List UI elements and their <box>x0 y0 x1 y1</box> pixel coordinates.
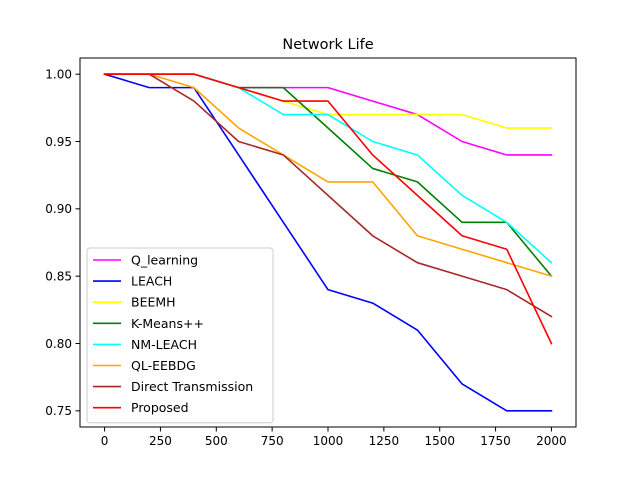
series-layer <box>103 73 553 412</box>
legend-label: BEEMH <box>131 295 176 310</box>
x-tick-label: 750 <box>261 434 284 448</box>
x-tick-label: 1750 <box>480 434 511 448</box>
y-axis: 0.75 0.80 0.85 0.90 0.95 1.00 <box>45 67 80 418</box>
y-tick-label: 0.75 <box>45 404 72 418</box>
y-tick-label: 0.85 <box>45 269 72 283</box>
x-tick-label: 1000 <box>313 434 344 448</box>
legend-label: NM-LEACH <box>131 337 197 352</box>
series-line-proposed <box>103 73 553 345</box>
x-axis: 0 250 500 750 1000 1250 1500 1750 2000 <box>101 427 567 448</box>
y-tick-label: 0.95 <box>45 135 72 149</box>
y-tick-label: 1.00 <box>45 67 72 81</box>
legend-label: QL-EEBDG <box>131 358 196 373</box>
legend-label: Direct Transmission <box>131 379 253 394</box>
series-line-leach <box>103 73 553 412</box>
x-tick-label: 250 <box>149 434 172 448</box>
legend: Q_learning LEACH BEEMH K-Means++ NM-LEACH QL-… <box>86 247 274 424</box>
chart-title: Network Life <box>282 37 373 53</box>
x-tick-label: 1250 <box>369 434 400 448</box>
x-tick-label: 1500 <box>424 434 455 448</box>
legend-label: K-Means++ <box>131 316 204 331</box>
legend-box <box>86 247 274 424</box>
x-tick-label: 500 <box>205 434 228 448</box>
x-tick-label: 2000 <box>536 434 567 448</box>
legend-label: Q_learning <box>131 253 198 268</box>
x-tick-label: 0 <box>101 434 109 448</box>
legend-label: Proposed <box>131 400 189 415</box>
series-line-ql-eebdg <box>103 73 553 278</box>
y-tick-label: 0.90 <box>45 202 72 216</box>
series-line-direct-transmission <box>103 73 553 318</box>
legend-label: LEACH <box>131 274 172 289</box>
y-tick-label: 0.80 <box>45 337 72 351</box>
